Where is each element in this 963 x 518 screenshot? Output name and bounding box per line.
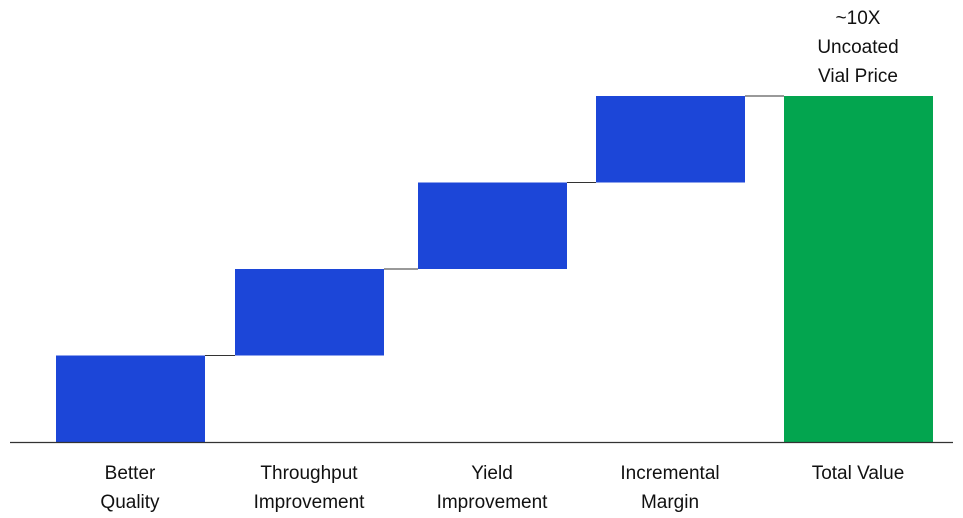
- increment-bar: [56, 355, 205, 442]
- increment-bar: [418, 182, 567, 269]
- increment-bar: [596, 96, 745, 183]
- total-bar: [784, 96, 933, 442]
- total-value-annotation: ~10X Uncoated Vial Price: [817, 8, 899, 87]
- category-label-incremental-margin: Incremental Margin: [620, 463, 720, 513]
- category-label-better-quality: Better Quality: [100, 463, 160, 513]
- category-label-throughput-improvement: Throughput Improvement: [253, 463, 365, 513]
- increment-bar: [235, 269, 384, 356]
- category-label-yield-improvement: Yield Improvement: [436, 463, 548, 513]
- category-label-total-value: Total Value: [811, 463, 905, 484]
